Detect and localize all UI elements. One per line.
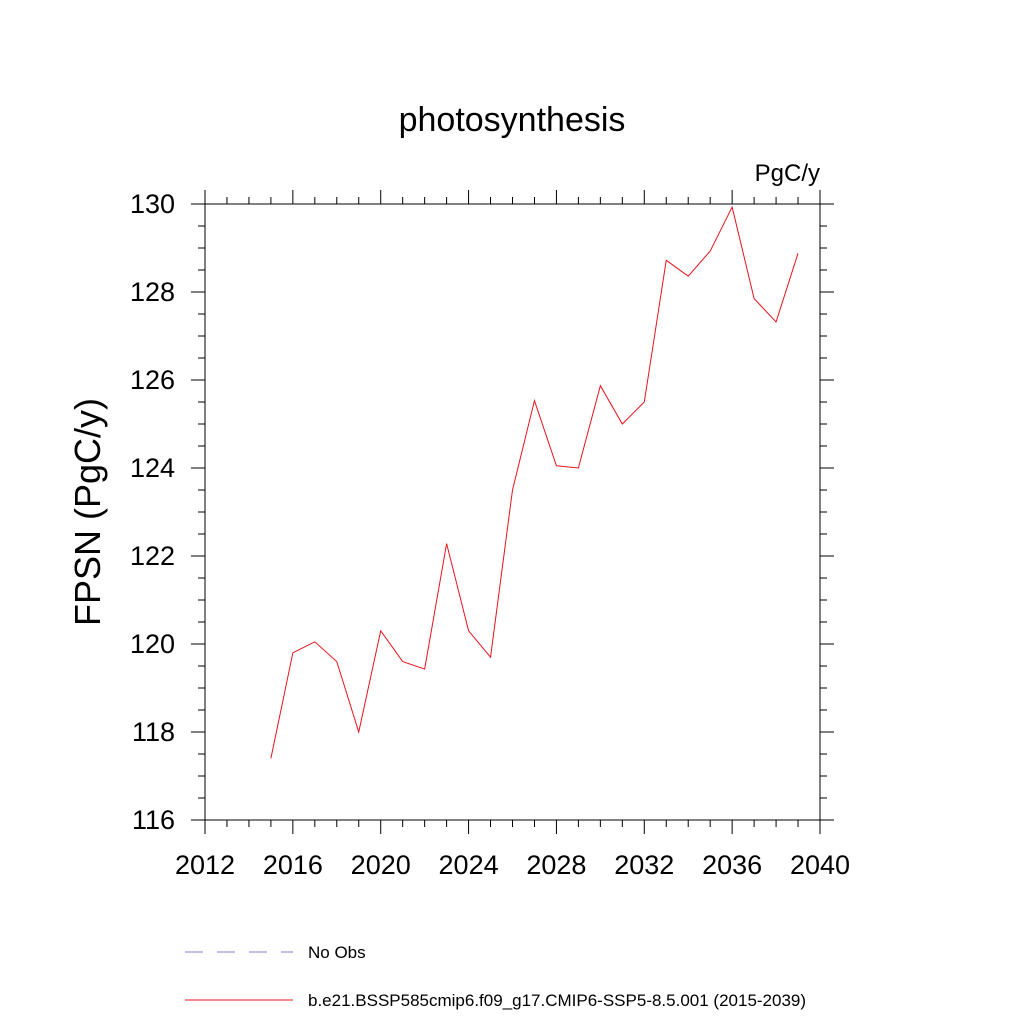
x-tick-label: 2020 bbox=[351, 850, 411, 880]
plot-frame bbox=[204, 203, 821, 821]
legend-label: b.e21.BSSP585cmip6.f09_g17.CMIP6-SSP5-8.… bbox=[308, 991, 806, 1010]
y-tick-label: 116 bbox=[132, 805, 175, 835]
legend: No Obs b.e21.BSSP585cmip6.f09_g17.CMIP6-S… bbox=[185, 943, 806, 1010]
series-line-1 bbox=[270, 205, 799, 759]
y-tick-label: 118 bbox=[132, 717, 175, 747]
y-tick-label: 130 bbox=[130, 189, 175, 219]
y-axis-label: FPSN (PgC/y) bbox=[67, 398, 108, 626]
x-tick-label: 2012 bbox=[175, 850, 235, 880]
x-tick-label: 2032 bbox=[614, 850, 674, 880]
chart-title: photosynthesis bbox=[399, 101, 626, 139]
y-tick-label: 122 bbox=[130, 541, 175, 571]
y-tick-label: 124 bbox=[130, 453, 175, 483]
y-tick-label: 120 bbox=[130, 629, 175, 659]
plot-area: 2012 2016 2020 2024 2028 2032 2036 2040 116 118 12… bbox=[130, 189, 850, 880]
x-tick-label: 2028 bbox=[526, 850, 586, 880]
x-tick-label: 2024 bbox=[439, 850, 499, 880]
units-label: PgC/y bbox=[755, 160, 820, 187]
y-tick-label: 128 bbox=[130, 277, 175, 307]
x-tick-label: 2036 bbox=[702, 850, 762, 880]
legend-label: No Obs bbox=[308, 943, 366, 962]
x-tick-label: 2016 bbox=[263, 850, 323, 880]
x-tick-label: 2040 bbox=[790, 850, 850, 880]
y-tick-label: 126 bbox=[130, 365, 175, 395]
